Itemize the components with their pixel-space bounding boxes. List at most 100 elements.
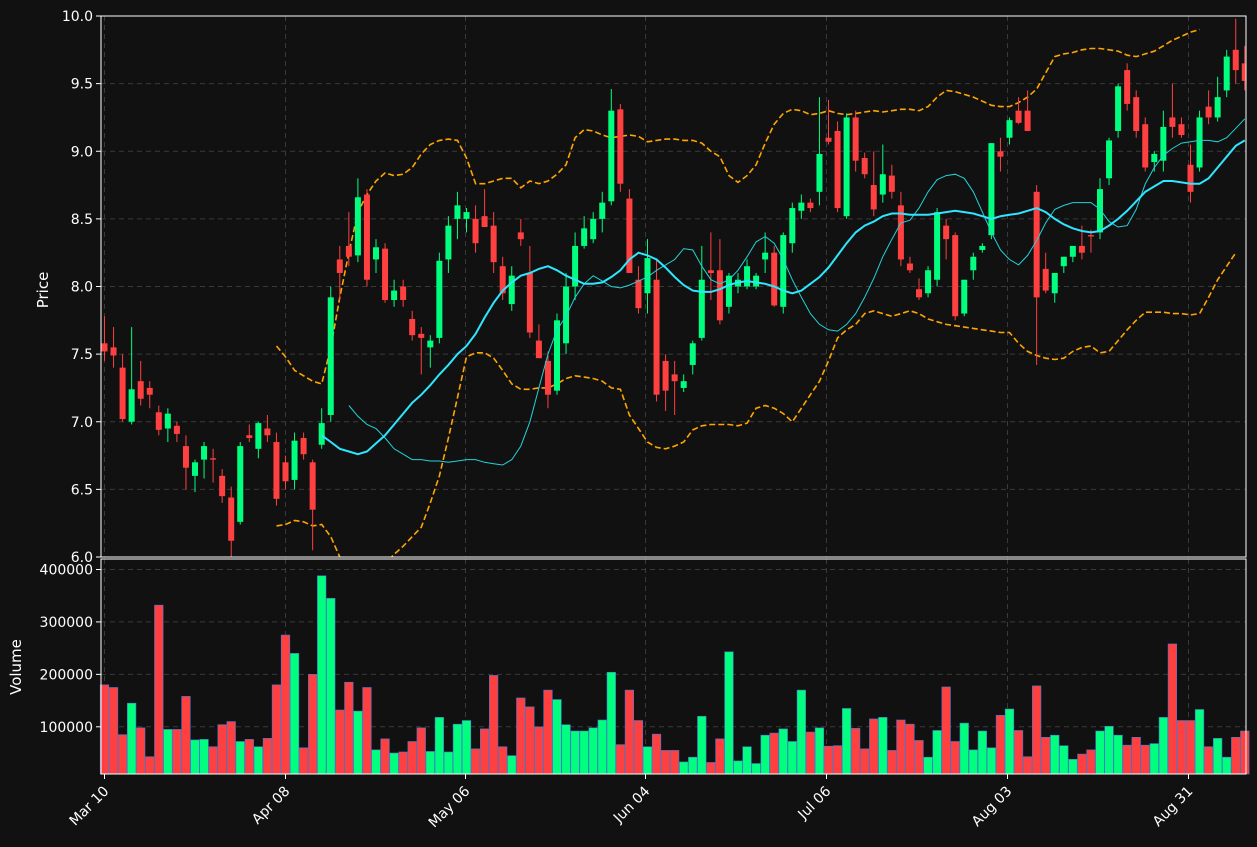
candle-body-up (572, 245, 579, 287)
candle-body-down (481, 216, 488, 227)
candle-body-down (888, 175, 895, 192)
volume-bar-up (1104, 725, 1114, 775)
candle-body-down (1024, 110, 1031, 131)
volume-bar-down (298, 747, 309, 775)
volume-bar-up (1068, 759, 1078, 775)
candle-body-down (264, 428, 271, 436)
candle-body-down (300, 437, 307, 455)
candle-body-up (780, 235, 787, 307)
volume-bar-up (597, 719, 607, 775)
candle-body-down (916, 289, 922, 298)
candle-body-down (363, 194, 370, 280)
candle-body-down (490, 225, 497, 263)
candle-body-down (1078, 245, 1085, 253)
volume-bar-up (778, 728, 788, 775)
volume-bar-up (733, 760, 743, 775)
volume-bar-up (425, 751, 435, 775)
volume-bar-down (715, 738, 725, 775)
price-tick-label: 6.5 (71, 482, 93, 498)
volume-bar-up (959, 722, 969, 775)
candle-body-down (228, 497, 235, 541)
candle-body-up (1051, 272, 1058, 294)
candle-body-up (327, 297, 334, 415)
candle-body-down (409, 318, 416, 336)
price-tick-label: 7.5 (71, 347, 93, 363)
volume-bar-down (280, 634, 291, 775)
candle-body-up (554, 320, 560, 391)
volume-bar-up (679, 761, 689, 775)
volume-bar-down (498, 746, 508, 775)
volume-bar-down (380, 738, 390, 775)
candle-body-up (698, 279, 705, 338)
volume-bar-down (516, 697, 526, 775)
volume-bar-down (525, 706, 535, 775)
volume-bar-up (1158, 717, 1168, 775)
candle-body-up (725, 275, 732, 307)
volume-bar-down (181, 696, 191, 775)
candle-body-down (1187, 164, 1194, 192)
candle-body-down (662, 360, 669, 391)
volume-bar-down (914, 740, 924, 775)
volume-bar-down (823, 745, 834, 775)
candle-body-up (689, 343, 696, 365)
bollinger-upper-line (275, 28, 1200, 385)
price-tick-label: 9.5 (71, 77, 93, 93)
volume-bar-up (434, 717, 444, 775)
volume-bar-down (670, 750, 680, 775)
volume-bar-down (1240, 730, 1250, 775)
candle-body-down (499, 266, 506, 294)
candle-body-down (1241, 63, 1246, 81)
candle-body-down (472, 218, 479, 244)
candle-body-down (707, 270, 714, 273)
candle-body-up (318, 423, 325, 445)
candle-body-up (454, 205, 461, 219)
candle-body-up (608, 110, 615, 202)
volume-bar-up (1004, 708, 1015, 775)
volume-bar-up (552, 699, 562, 775)
volume-bar-down (534, 726, 544, 775)
volume-bar-down (1185, 720, 1196, 775)
candle-body-down (182, 446, 189, 468)
volume-bar-down (1204, 746, 1214, 775)
candle-body-down (626, 198, 633, 273)
volume-bar-down (1077, 753, 1087, 775)
volume-bar-down (489, 675, 499, 775)
volume-bar-up (1113, 734, 1123, 775)
candle-body-up (1151, 153, 1158, 163)
volume-bar-down (1086, 749, 1096, 775)
candle-body-up (843, 117, 850, 217)
candle-body-up (563, 286, 570, 344)
volume-bar-up (760, 734, 770, 775)
volume-bar-down (271, 684, 282, 775)
volume-bar-down (1041, 736, 1051, 775)
volume-bar-down (543, 689, 553, 775)
candle-body-down (119, 367, 126, 420)
volume-tick-label: 400000 (40, 562, 93, 578)
candle-body-down (382, 248, 389, 301)
candles (101, 18, 1246, 557)
volume-bar-up (742, 746, 752, 775)
candle-body-down (400, 286, 407, 301)
volume-bar-down (1176, 720, 1187, 775)
candle-body-down (345, 245, 352, 257)
candle-body-up (1106, 140, 1113, 179)
volume-bar-up (163, 729, 173, 775)
volume-bar-up (796, 689, 806, 775)
candle-body-up (961, 279, 968, 314)
volume-bar-up (190, 739, 200, 775)
candle-body-down (418, 333, 425, 338)
volume-bar-down (805, 731, 815, 775)
volume-tick-label: 300000 (40, 615, 93, 631)
candle-body-up (644, 258, 651, 294)
candle-body-down (1133, 97, 1140, 131)
volume-bar-down (416, 727, 426, 775)
candle-body-down (906, 263, 913, 271)
candle-body-down (943, 225, 950, 240)
volume-bar-up (1149, 743, 1159, 775)
candle-body-down (1033, 191, 1040, 298)
volume-bar-down (651, 733, 662, 775)
volume-bar-up (1194, 709, 1205, 775)
candle-body-down (1205, 106, 1212, 118)
candle-body-up (1060, 256, 1067, 267)
candle-body-up (164, 413, 171, 429)
